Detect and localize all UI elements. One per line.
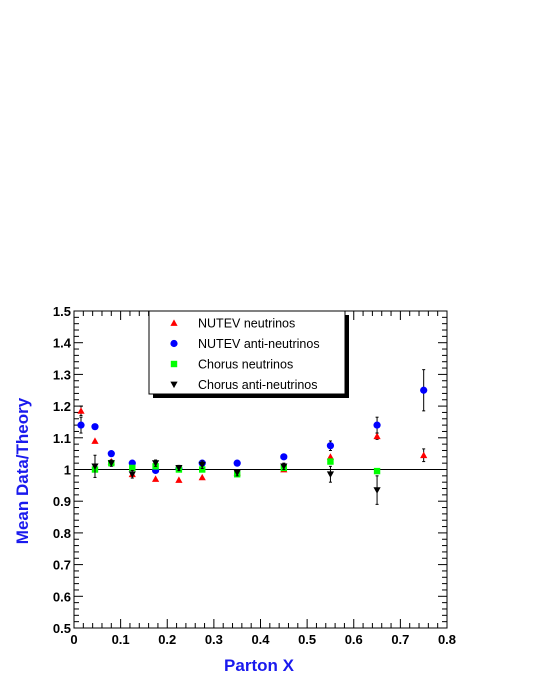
data-point bbox=[233, 469, 241, 477]
y-tick-label: 0.5 bbox=[53, 621, 71, 636]
data-point bbox=[129, 464, 136, 472]
x-tick-label: 0.2 bbox=[158, 632, 176, 647]
legend-marker bbox=[170, 339, 178, 348]
x-tick-label: 0.4 bbox=[251, 632, 270, 647]
x-axis-title: Parton X bbox=[224, 656, 295, 675]
legend-box bbox=[148, 310, 346, 395]
legend-label: Chorus neutrinos bbox=[198, 358, 293, 372]
legend: NUTEV neutrinos NUTEV anti-neutrinos Choru… bbox=[148, 310, 349, 398]
data-point bbox=[326, 442, 335, 450]
y-tick-label: 0.9 bbox=[53, 494, 71, 509]
y-tick-label: 1.1 bbox=[53, 431, 71, 446]
x-tick-label: 0.6 bbox=[345, 632, 363, 647]
data-point bbox=[77, 407, 85, 414]
x-tick-label: 0.5 bbox=[298, 632, 316, 647]
data-point bbox=[198, 473, 206, 481]
x-tick-label: 0.3 bbox=[205, 632, 223, 647]
legend-marker bbox=[170, 381, 178, 389]
data-point bbox=[107, 460, 115, 467]
data-point bbox=[420, 386, 428, 394]
data-marks bbox=[77, 369, 428, 505]
data-point bbox=[128, 471, 136, 478]
data-point bbox=[373, 421, 381, 429]
x-tick-label: 0.1 bbox=[112, 632, 130, 647]
data-point bbox=[91, 463, 99, 470]
series-chorus-anti-neutrinos bbox=[91, 454, 381, 505]
legend-label: NUTEV anti-neutrinos bbox=[198, 337, 320, 351]
data-point bbox=[233, 459, 241, 467]
data-point bbox=[280, 453, 288, 461]
x-tick-label: 0 bbox=[70, 632, 77, 647]
data-point bbox=[327, 458, 334, 465]
legend-label: NUTEV neutrinos bbox=[198, 317, 295, 331]
data-point bbox=[175, 465, 183, 472]
data-point bbox=[91, 423, 99, 431]
data-point bbox=[373, 432, 381, 440]
y-tick-label: 0.6 bbox=[53, 589, 71, 604]
data-point bbox=[326, 471, 335, 478]
y-tick-label: 1.5 bbox=[53, 304, 71, 319]
data-point bbox=[151, 475, 160, 482]
data-point bbox=[175, 476, 183, 483]
legend-marker bbox=[170, 360, 178, 368]
x-tick-label: 0.8 bbox=[438, 632, 456, 647]
data-point bbox=[107, 450, 115, 458]
y-axis-title: Mean Data/Theory bbox=[13, 397, 32, 544]
x-tick-label: 0.7 bbox=[391, 632, 409, 647]
data-point bbox=[373, 487, 381, 494]
data-point bbox=[326, 453, 335, 460]
data-point bbox=[151, 460, 160, 467]
legend-label: Chorus anti-neutrinos bbox=[198, 378, 318, 392]
data-point bbox=[373, 467, 381, 475]
data-point bbox=[199, 466, 206, 473]
data-point bbox=[420, 451, 428, 459]
y-tick-label: 0.7 bbox=[53, 558, 71, 573]
y-tick-label: 1.2 bbox=[53, 399, 71, 414]
data-point bbox=[77, 421, 85, 429]
y-tick-label: 1 bbox=[64, 463, 71, 478]
legend-marker bbox=[170, 319, 178, 326]
data-point bbox=[198, 461, 206, 469]
y-tick-label: 1.3 bbox=[53, 367, 71, 382]
y-tick-label: 0.8 bbox=[53, 526, 71, 541]
data-point bbox=[91, 437, 99, 444]
data-point bbox=[280, 463, 288, 470]
y-tick-label: 1.4 bbox=[53, 336, 72, 351]
